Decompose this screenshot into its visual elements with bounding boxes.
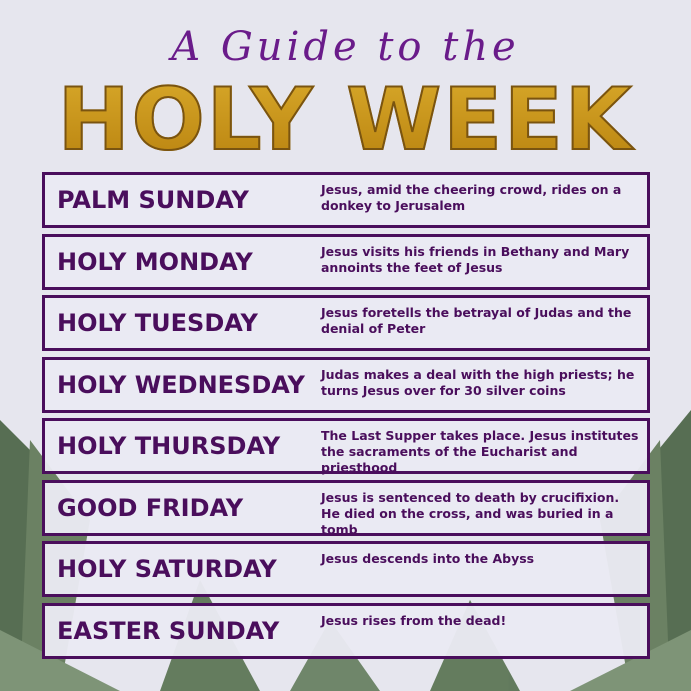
day-name: PALM SUNDAY (57, 186, 249, 214)
day-name: HOLY SATURDAY (57, 555, 277, 583)
day-name: EASTER SUNDAY (57, 616, 280, 645)
day-row-holy-saturday: HOLY SATURDAY Jesus descends into the Aby… (42, 541, 650, 597)
day-description: Jesus is sentenced to death by crucifixi… (321, 489, 620, 537)
day-row-holy-thursday: HOLY THURSDAY The Last Supper takes place… (42, 418, 650, 475)
day-name: HOLY WEDNESDAY (57, 370, 305, 399)
day-row-holy-tuesday: HOLY TUESDAY Jesus foretells the betrayal… (42, 295, 650, 351)
holy-week-list: PALM SUNDAY Jesus, amid the cheering crow… (42, 172, 650, 664)
day-name: GOOD FRIDAY (57, 493, 244, 522)
page-title: HOLY WEEK (0, 71, 691, 169)
day-description: Jesus, amid the cheering crowd, rides on… (321, 182, 622, 213)
subtitle: A Guide to the (171, 24, 520, 70)
day-description: Jesus visits his friends in Bethany and … (321, 243, 630, 275)
day-description: Jesus rises from the dead! (321, 612, 507, 628)
day-name: HOLY MONDAY (57, 247, 253, 276)
day-name: HOLY THURSDAY (57, 432, 281, 460)
day-description: The Last Supper takes place. Jesus insti… (321, 428, 639, 475)
day-row-holy-monday: HOLY MONDAY Jesus visits his friends in B… (42, 233, 650, 290)
day-row-palm-sunday: PALM SUNDAY Jesus, amid the cheering crow… (42, 172, 650, 228)
day-row-easter-sunday: EASTER SUNDAY Jesus rises from the dead! (42, 602, 650, 659)
day-row-holy-wednesday: HOLY WEDNESDAY Judas makes a deal with th… (42, 356, 650, 413)
day-description: Judas makes a deal with the high priests… (321, 366, 635, 398)
day-description: Jesus foretells the betrayal of Judas an… (321, 305, 632, 336)
day-name: HOLY TUESDAY (57, 309, 258, 337)
day-description: Jesus descends into the Abyss (321, 551, 535, 566)
day-row-good-friday: GOOD FRIDAY Jesus is sentenced to death b… (42, 479, 650, 537)
